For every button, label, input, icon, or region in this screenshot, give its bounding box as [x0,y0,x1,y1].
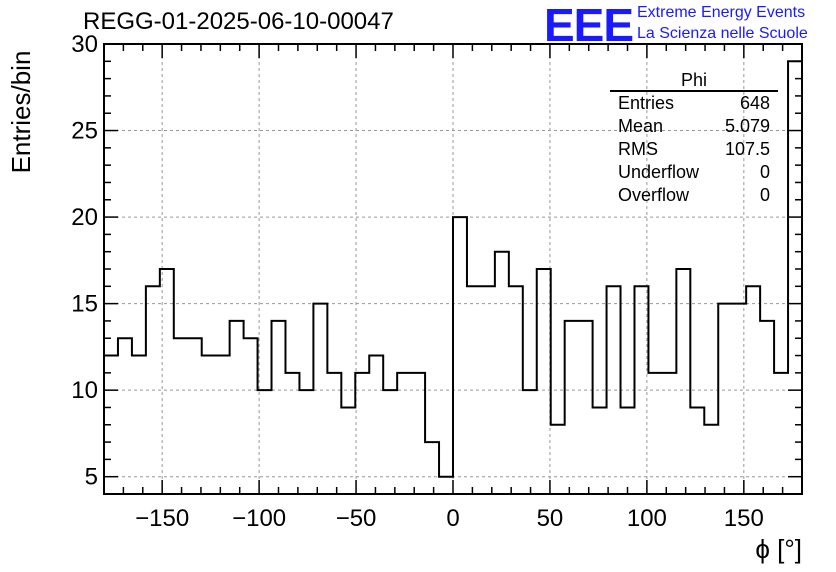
stats-label: RMS [618,139,658,159]
stats-row-underflow: Underflow 0 [610,161,778,184]
x-tick-label: 150 [724,505,764,532]
stats-label: Overflow [618,185,690,205]
tick-labels: −150 −100 −50 0 50 100 150 5 10 15 20 25 30 [71,31,764,532]
y-axis-label: Entries/bin [6,51,36,174]
x-tick-label: 50 [537,505,564,532]
chart-title: REGG-01-2025-06-10-00047 [83,8,394,35]
y-tick-label: 10 [71,377,98,404]
eee-logo: EEE [544,0,634,51]
x-tick-label: 0 [446,505,459,532]
x-axis-label: ϕ [°] [755,534,802,564]
histogram-series-line [104,60,802,478]
brand-line-1: Extreme Energy Events [637,4,806,21]
x-tick-label: −150 [135,505,189,532]
stats-value: 0 [759,162,770,182]
y-tick-label: 15 [71,291,98,318]
y-tick-label: 30 [71,31,98,58]
stats-label: Underflow [618,162,700,182]
stats-value: 648 [739,93,770,113]
stats-row-rms: RMS 107.5 [610,138,778,161]
brand-line-2: La Scienza nelle Scuole [637,25,808,42]
stats-label: Entries [618,93,675,113]
stats-row-entries: Entries 648 [610,92,778,115]
stats-label: Mean [618,116,664,136]
x-tick-label: 100 [627,505,667,532]
x-tick-label: −100 [232,505,286,532]
y-tick-label: 20 [71,204,98,231]
x-tick-label: −50 [336,505,377,532]
stats-value: 5.079 [724,116,770,136]
stats-value: 0 [759,185,770,205]
stats-value: 107.5 [724,139,770,159]
stats-row-mean: Mean 5.079 [610,115,778,138]
stats-box: Phi Entries 648 Mean 5.079 RMS 107.5 Und… [610,70,778,207]
stats-row-overflow: Overflow 0 [610,184,778,207]
stats-title: Phi [610,70,778,92]
y-tick-label: 5 [85,464,98,491]
y-tick-label: 25 [71,118,98,145]
axis-ticks [104,43,802,494]
